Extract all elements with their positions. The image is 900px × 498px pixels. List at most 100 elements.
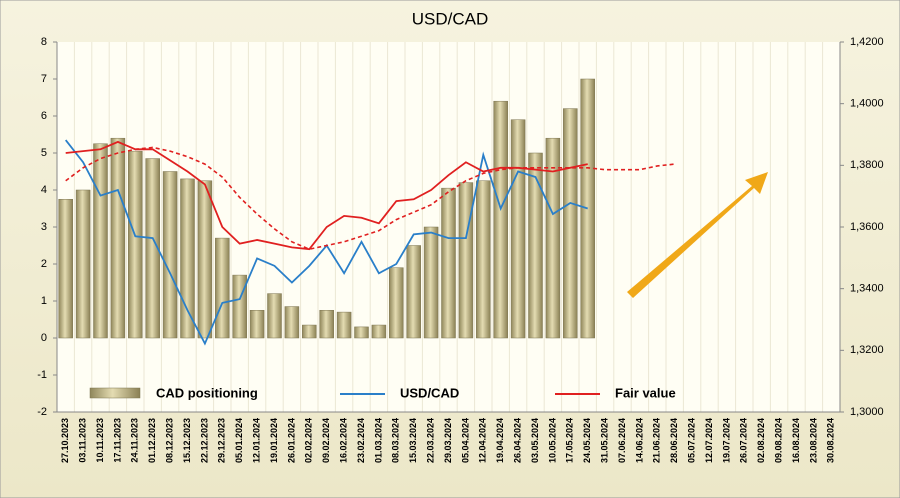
y2-tick-label: 1,3400 [850,283,884,295]
bar [302,324,317,339]
x-tick-label: 09.08.2024 [773,418,783,463]
x-tick-label: 24.05.2024 [582,418,592,463]
x-tick-label: 12.01.2024 [251,418,261,463]
x-tick-label: 19.04.2024 [495,418,505,463]
bar [510,119,526,339]
y-tick-label: 8 [41,36,47,48]
y2-tick-label: 1,3800 [850,159,884,171]
bar [249,310,265,339]
bar [145,158,160,339]
x-tick-label: 03.05.2024 [530,418,540,463]
x-tick-label: 22.03.2024 [425,418,435,463]
x-tick-label: 29.03.2024 [443,418,453,463]
y2-tick-label: 1,4200 [850,36,884,48]
bar [215,237,230,339]
chart-title: USD/CAD [412,9,489,28]
x-tick-label: 24.11.2023 [130,418,140,463]
y-tick-label: 6 [41,110,47,122]
x-tick-label: 09.02.2024 [321,418,331,463]
bar [128,150,143,339]
x-tick-label: 10.11.2023 [95,418,105,463]
y2-tick-label: 1,3600 [850,221,884,233]
x-tick-label: 16.08.2024 [791,418,801,463]
x-tick-label: 15.12.2023 [182,418,192,463]
x-tick-label: 01.03.2024 [373,418,383,463]
x-tick-label: 14.06.2024 [634,418,644,463]
bar [528,152,543,339]
y2-tick-label: 1,3200 [850,344,884,356]
bar [93,143,108,339]
y-tick-label: 5 [41,147,47,159]
x-tick-label: 03.11.2023 [77,418,87,463]
x-tick-label: 17.11.2023 [112,418,122,463]
x-tick-label: 15.03.2024 [408,418,418,463]
x-tick-label: 02.08.2024 [756,418,766,463]
bar [336,311,352,339]
bar [406,245,421,339]
x-tick-label: 16.02.2024 [338,418,348,463]
bar [545,137,561,339]
bar [110,137,126,339]
bar [232,274,247,339]
x-tick-label: 08.12.2023 [164,418,174,463]
x-tick-label: 21.06.2024 [652,418,662,463]
y-tick-label: 3 [41,221,47,233]
x-tick-label: 30.08.2024 [826,418,836,463]
bar [197,180,213,339]
x-tick-label: 31.05.2024 [599,418,609,463]
bar [423,226,439,339]
arrow [627,172,768,298]
x-tick-label: 17.05.2024 [565,418,575,463]
line [65,140,588,251]
bar [371,324,387,339]
y-tick-label: 1 [41,295,47,307]
y2-tick-label: 1,4000 [850,98,884,110]
x-tick-label: 23.02.2024 [356,418,366,463]
bar [180,178,195,339]
x-tick-label: 12.04.2024 [478,418,488,463]
y-tick-label: 4 [41,184,47,196]
x-tick-label: 19.01.2024 [269,418,279,463]
x-tick-label: 07.06.2024 [617,418,627,463]
bar [58,199,73,339]
x-tick-label: 26.07.2024 [739,418,749,463]
x-tick-label: 10.05.2024 [547,418,557,463]
bar [75,189,91,339]
legend-label: CAD positioning [156,385,258,400]
x-tick-label: 19.07.2024 [721,418,731,463]
bar [458,182,474,339]
x-tick-label: 08.03.2024 [391,418,401,463]
bar [162,171,178,339]
bar [476,180,491,339]
y2-tick-label: 1,3000 [850,406,884,418]
x-tick-label: 29.12.2023 [217,418,227,463]
bar [319,310,334,339]
x-tick-label: 28.06.2024 [669,418,679,463]
x-tick-label: 26.04.2024 [512,418,522,463]
dashed-line [65,146,675,251]
x-tick-label: 22.12.2023 [199,418,209,463]
bar [354,326,369,339]
x-tick-label: 01.12.2023 [147,418,157,463]
bar [493,100,508,339]
x-tick-label: 05.07.2024 [686,418,696,463]
x-tick-label: 12.07.2024 [704,418,714,463]
x-tick-label: 05.01.2024 [234,418,244,463]
legend-swatch [89,387,141,399]
y-tick-label: 0 [41,332,47,344]
bar [389,267,404,339]
bar [284,306,300,339]
y-tick-label: 2 [41,258,47,270]
x-tick-label: 27.10.2023 [60,418,70,463]
x-tick-label: 02.02.2024 [304,418,314,463]
y-tick-label: -2 [37,406,47,418]
y-tick-label: -1 [37,369,47,381]
legend-label: USD/CAD [400,385,459,400]
bar [441,187,456,339]
x-tick-label: 05.04.2024 [460,418,470,463]
x-tick-label: 23.08.2024 [808,418,818,463]
legend-label: Fair value [615,385,676,400]
x-tick-label: 26.01.2024 [286,418,296,463]
y-tick-label: 7 [41,73,47,85]
